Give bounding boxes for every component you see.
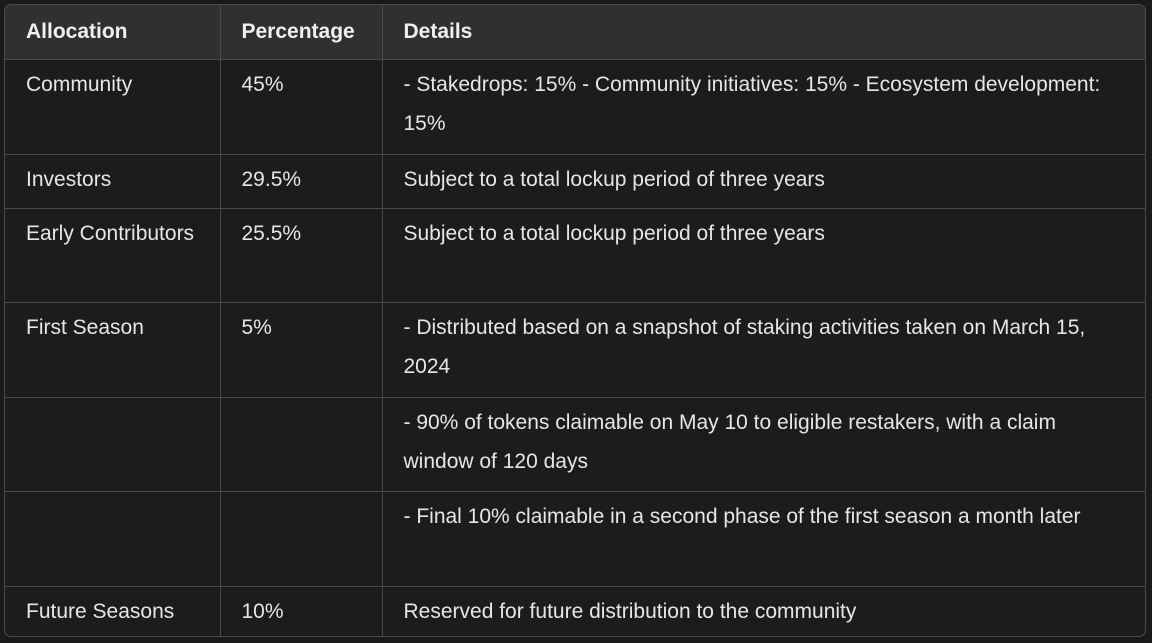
- cell-allocation: Future Seasons: [5, 586, 221, 636]
- details-text: Subject to a total lockup period of thre…: [403, 168, 825, 191]
- allocation-text: Community: [26, 73, 133, 96]
- cell-percentage: 29.5%: [220, 154, 383, 209]
- percentage-text: 29.5%: [241, 168, 302, 191]
- allocation-text: First Season: [26, 316, 144, 339]
- table-row: - Final 10% claimable in a second phase …: [5, 491, 1145, 587]
- cell-details: - 90% of tokens claimable on May 10 to e…: [382, 397, 1145, 492]
- details-text: - Stakedrops: 15% - Community initiative…: [403, 73, 1101, 135]
- header-row: Allocation Percentage Details: [5, 5, 1145, 60]
- table-row: Future Seasons 10% Reserved for future d…: [5, 586, 1145, 637]
- cell-allocation: [5, 491, 221, 587]
- cell-details: - Stakedrops: 15% - Community initiative…: [382, 59, 1145, 155]
- allocation-text: Investors: [26, 168, 112, 191]
- cell-percentage: 45%: [220, 59, 383, 155]
- cell-percentage: 25.5%: [220, 208, 383, 303]
- table-row: - 90% of tokens claimable on May 10 to e…: [5, 397, 1145, 492]
- details-text: Reserved for future distribution to the …: [403, 600, 857, 623]
- header-allocation: Allocation: [5, 5, 221, 60]
- cell-percentage: 5%: [220, 302, 383, 398]
- header-details: Details: [382, 5, 1145, 60]
- table-row: Early Contributors 25.5% Subject to a to…: [5, 208, 1145, 303]
- percentage-text: 25.5%: [241, 222, 302, 245]
- allocation-table: Allocation Percentage Details Community …: [5, 5, 1145, 637]
- cell-percentage: [220, 491, 383, 587]
- header-percentage: Percentage: [220, 5, 383, 60]
- table-row: Community 45% - Stakedrops: 15% - Commun…: [5, 59, 1145, 155]
- table-body: Community 45% - Stakedrops: 15% - Commun…: [5, 59, 1145, 637]
- cell-details: Subject to a total lockup period of thre…: [382, 208, 1145, 303]
- cell-allocation: Community: [5, 59, 221, 155]
- allocation-text: Early Contributors: [26, 222, 195, 245]
- table-header: Allocation Percentage Details: [5, 5, 1145, 60]
- details-text: - Final 10% claimable in a second phase …: [403, 505, 1081, 528]
- table-row: Investors 29.5% Subject to a total locku…: [5, 154, 1145, 209]
- details-text: - Distributed based on a snapshot of sta…: [403, 316, 1086, 378]
- details-text: - 90% of tokens claimable on May 10 to e…: [403, 411, 1056, 473]
- percentage-text: 10%: [241, 600, 284, 623]
- cell-allocation: Early Contributors: [5, 208, 221, 303]
- cell-details: Subject to a total lockup period of thre…: [382, 154, 1145, 209]
- cell-percentage: 10%: [220, 586, 383, 636]
- percentage-text: 45%: [241, 73, 284, 96]
- details-text: Subject to a total lockup period of thre…: [403, 222, 825, 245]
- percentage-text: 5%: [241, 316, 272, 339]
- allocation-text: Future Seasons: [26, 600, 175, 623]
- allocation-table-container: Allocation Percentage Details Community …: [4, 4, 1146, 637]
- cell-details: - Distributed based on a snapshot of sta…: [382, 302, 1145, 398]
- cell-allocation: First Season: [5, 302, 221, 398]
- cell-details: Reserved for future distribution to the …: [382, 587, 1145, 637]
- cell-details: - Final 10% claimable in a second phase …: [382, 491, 1145, 587]
- table-row: First Season 5% - Distributed based on a…: [5, 302, 1145, 398]
- cell-percentage: [220, 397, 383, 492]
- cell-allocation: Investors: [5, 154, 221, 209]
- cell-allocation: [5, 397, 221, 492]
